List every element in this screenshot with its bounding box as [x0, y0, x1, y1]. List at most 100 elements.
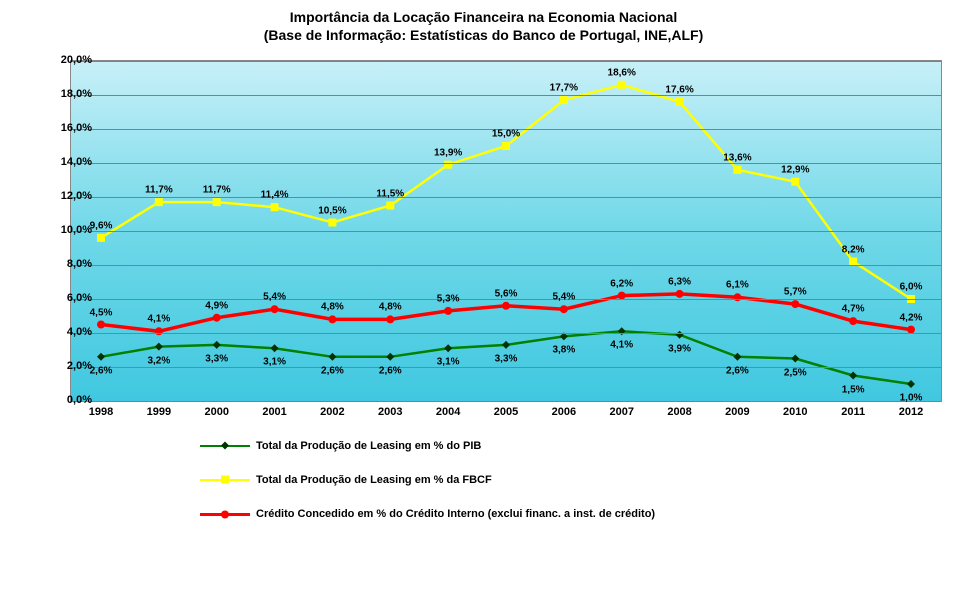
legend-marker: [219, 508, 231, 523]
data-marker: [97, 234, 105, 242]
x-axis-label: 2011: [841, 406, 865, 418]
data-marker: [213, 314, 221, 322]
data-marker: [733, 166, 741, 174]
legend-label: Crédito Concedido em % do Crédito Intern…: [256, 508, 655, 520]
y-axis-label: 18,0%: [61, 88, 92, 100]
legend-line: [200, 513, 250, 516]
gridline: [71, 129, 941, 130]
x-axis-label: 2002: [320, 406, 344, 418]
data-marker: [386, 353, 394, 361]
gridline: [71, 333, 941, 334]
x-axis-label: 1998: [89, 406, 113, 418]
data-marker: [849, 372, 857, 380]
data-marker: [676, 290, 684, 298]
x-axis-label: 2000: [204, 406, 228, 418]
legend-item: Crédito Concedido em % do Crédito Intern…: [200, 508, 655, 520]
x-axis-label: 2007: [609, 406, 633, 418]
data-marker: [221, 510, 229, 518]
data-marker: [271, 305, 279, 313]
data-marker: [733, 293, 741, 301]
data-marker: [155, 343, 163, 351]
data-marker: [155, 327, 163, 335]
chart-container: Importância da Locação Financeira na Eco…: [0, 0, 967, 594]
data-marker: [328, 315, 336, 323]
data-marker: [560, 96, 568, 104]
data-marker: [849, 317, 857, 325]
data-marker: [271, 344, 279, 352]
data-marker: [907, 380, 915, 388]
data-marker: [791, 355, 799, 363]
data-marker: [560, 305, 568, 313]
legend-line: [200, 479, 250, 481]
gridline: [71, 61, 941, 62]
data-marker: [676, 98, 684, 106]
y-axis-label: 4,0%: [67, 326, 92, 338]
data-marker: [271, 203, 279, 211]
x-axis-label: 2005: [494, 406, 518, 418]
gridline: [71, 163, 941, 164]
gridline: [71, 95, 941, 96]
data-marker: [386, 315, 394, 323]
gridline: [71, 265, 941, 266]
data-marker: [791, 300, 799, 308]
data-marker: [444, 344, 452, 352]
x-axis-label: 2004: [436, 406, 460, 418]
data-marker: [97, 321, 105, 329]
y-axis-label: 16,0%: [61, 122, 92, 134]
data-marker: [502, 341, 510, 349]
data-marker: [618, 327, 626, 335]
y-axis-label: 14,0%: [61, 156, 92, 168]
data-marker: [328, 219, 336, 227]
legend-item: Total da Produção de Leasing em % da FBC…: [200, 474, 655, 486]
legend-label: Total da Produção de Leasing em % da FBC…: [256, 474, 492, 486]
title-line1: Importância da Locação Financeira na Eco…: [0, 8, 967, 26]
gridline: [71, 401, 941, 402]
data-marker: [328, 353, 336, 361]
data-marker: [444, 161, 452, 169]
data-marker: [386, 202, 394, 210]
x-axis-label: 2008: [667, 406, 691, 418]
x-axis-label: 2010: [783, 406, 807, 418]
y-axis-label: 10,0%: [61, 224, 92, 236]
data-marker: [733, 353, 741, 361]
data-marker: [221, 476, 229, 484]
y-axis-label: 2,0%: [67, 360, 92, 372]
legend-marker: [219, 474, 231, 489]
x-axis-label: 1999: [147, 406, 171, 418]
title-line2: (Base de Informação: Estatísticas do Ban…: [0, 26, 967, 44]
data-marker: [791, 178, 799, 186]
data-marker: [97, 353, 105, 361]
gridline: [71, 197, 941, 198]
y-axis-label: 20,0%: [61, 54, 92, 66]
series-line: [101, 85, 911, 299]
y-axis-label: 12,0%: [61, 190, 92, 202]
data-marker: [618, 81, 626, 89]
legend-line: [200, 445, 250, 447]
x-axis-label: 2003: [378, 406, 402, 418]
data-marker: [155, 198, 163, 206]
data-marker: [676, 331, 684, 339]
chart-title: Importância da Locação Financeira na Eco…: [0, 0, 967, 44]
legend: Total da Produção de Leasing em % do PIB…: [200, 440, 655, 542]
x-axis-label: 2006: [552, 406, 576, 418]
data-marker: [213, 198, 221, 206]
data-marker: [221, 442, 229, 450]
legend-marker: [219, 440, 231, 455]
y-axis-label: 6,0%: [67, 292, 92, 304]
y-axis-label: 0,0%: [67, 394, 92, 406]
legend-item: Total da Produção de Leasing em % do PIB: [200, 440, 655, 452]
x-axis-label: 2009: [725, 406, 749, 418]
data-marker: [444, 307, 452, 315]
gridline: [71, 367, 941, 368]
series-line: [101, 331, 911, 384]
plot-area: 1998199920002001200220032004200520062007…: [70, 60, 942, 402]
x-axis-label: 2012: [899, 406, 923, 418]
legend-label: Total da Produção de Leasing em % do PIB: [256, 440, 481, 452]
gridline: [71, 231, 941, 232]
data-marker: [502, 142, 510, 150]
data-marker: [502, 302, 510, 310]
gridline: [71, 299, 941, 300]
data-marker: [213, 341, 221, 349]
x-axis-label: 2001: [262, 406, 286, 418]
y-axis-label: 8,0%: [67, 258, 92, 270]
